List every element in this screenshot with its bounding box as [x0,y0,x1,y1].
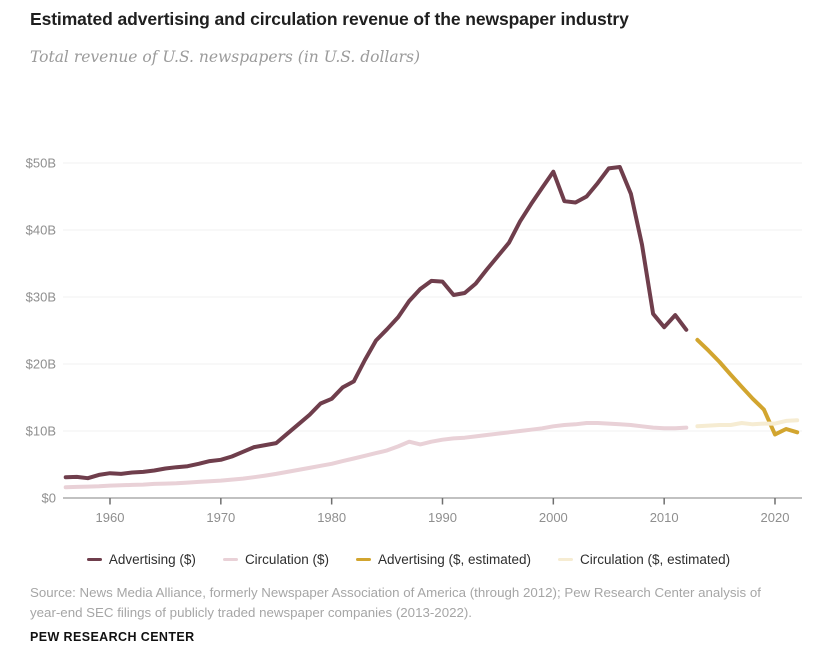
y-axis-label: $10B [26,424,56,439]
y-axis-label: $30B [26,290,56,305]
series-line-advertising [63,165,689,481]
series-line-circulation [63,421,689,490]
page-title: Estimated advertising and circulation re… [30,9,629,29]
chart-legend: Advertising ($) Circulation ($) Advertis… [0,552,817,567]
y-axis-label: $0 [42,491,56,506]
legend-label-advertising: Advertising ($) [108,552,196,567]
legend-item-advertising-estimated: Advertising ($, estimated) [355,552,532,567]
x-axis-label: 2010 [650,510,679,525]
chart-canvas: $50B $40B $30B $20B $10B $0 1960 1970 1980 1990 20… [26,156,802,525]
x-axis-label: 1970 [206,510,235,525]
y-axis-label: $50B [26,156,56,171]
x-axis-label: 2020 [761,510,790,525]
legend-item-circulation: Circulation ($) [222,552,329,567]
legend-label-circulation: Circulation ($) [244,552,329,567]
legend-swatch-circulation [222,557,238,562]
line-chart: $50B $40B $30B $20B $10B $0 1960 1970 1980 1990 20… [0,95,817,545]
legend-item-advertising: Advertising ($) [86,552,196,567]
y-axis-label: $40B [26,223,56,238]
legend-swatch-advertising [86,557,102,562]
series-line-circulation-estimated [695,418,800,429]
legend-swatch-advertising-estimated [355,557,371,562]
x-axis-label: 1980 [317,510,346,525]
y-axis-label: $20B [26,357,56,372]
source-note: Source: News Media Alliance, formerly Ne… [30,585,761,620]
legend-item-circulation-estimated: Circulation ($, estimated) [558,552,730,567]
legend-swatch-circulation-estimated [558,557,574,562]
x-axis-label: 2000 [539,510,568,525]
x-axis-label: 1960 [96,510,125,525]
legend-label-advertising-estimated: Advertising ($, estimated) [377,552,532,567]
page-subtitle: Total revenue of U.S. newspapers (in U.S… [30,48,421,66]
x-axis-label: 1990 [428,510,457,525]
series-line-advertising-estimated [695,337,800,437]
legend-label-circulation-estimated: Circulation ($, estimated) [580,552,731,567]
brand-footer: PEW RESEARCH CENTER [30,630,195,644]
